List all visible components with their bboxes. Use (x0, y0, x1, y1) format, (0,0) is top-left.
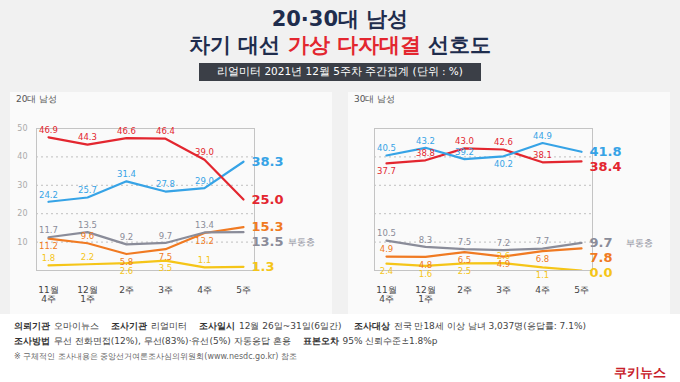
svg-text:4.9: 4.9 (497, 259, 511, 269)
svg-text:24.2: 24.2 (39, 189, 58, 199)
svg-text:7.5: 7.5 (458, 237, 472, 247)
svg-text:2주: 2주 (457, 285, 472, 295)
svg-text:7.8: 7.8 (590, 250, 613, 265)
svg-text:11.2: 11.2 (39, 241, 58, 251)
svg-text:12월1주: 12월1주 (77, 285, 97, 304)
svg-text:46.9: 46.9 (39, 125, 58, 135)
svg-text:39.0: 39.0 (195, 147, 214, 157)
svg-text:3주: 3주 (496, 285, 511, 295)
svg-text:1.6: 1.6 (419, 269, 433, 279)
svg-text:9.2: 9.2 (120, 232, 134, 242)
svg-text:13.5: 13.5 (252, 234, 284, 249)
svg-text:2.6: 2.6 (496, 250, 511, 261)
svg-text:7.5: 7.5 (159, 252, 173, 262)
svg-text:13.5: 13.5 (78, 220, 97, 230)
svg-text:5주: 5주 (574, 285, 589, 295)
svg-text:40.2: 40.2 (494, 159, 513, 169)
svg-text:1.3: 1.3 (252, 259, 275, 274)
html-text:20·30대 남성: 20·30대 남성 (271, 7, 409, 31)
html-text:의뢰기관: 의뢰기관 (14, 321, 50, 331)
svg-text:4.9: 4.9 (380, 244, 394, 254)
html-text:차기 대선가상 다자대결선호도: 차기 대선가상 다자대결선호도 (188, 33, 492, 57)
svg-text:43.2: 43.2 (416, 136, 435, 146)
svg-text:11.7: 11.7 (39, 225, 58, 235)
svg-text:13.2: 13.2 (195, 236, 214, 246)
svg-text:10.5: 10.5 (377, 228, 396, 238)
svg-text:40: 40 (17, 152, 27, 161)
html-text:조사방법: 조사방법 (14, 336, 50, 346)
svg-text:37.7: 37.7 (377, 166, 396, 176)
svg-text:43.0: 43.0 (455, 136, 474, 146)
svg-text:11월4주: 11월4주 (38, 285, 58, 304)
svg-text:9.6: 9.6 (81, 231, 95, 241)
html-text:리얼미터 2021년 12월 5주차 주간집계 (단위 :: 리얼미터 2021년 12월 5주차 주간집계 (단위 : %) (217, 65, 463, 77)
svg-text:46.4: 46.4 (156, 126, 175, 136)
svg-text:30: 30 (17, 181, 27, 190)
svg-text:2.2: 2.2 (81, 252, 95, 262)
svg-text:2.4: 2.4 (380, 266, 394, 276)
svg-text:부동층: 부동층 (288, 237, 315, 247)
svg-text:31.4: 31.4 (117, 169, 136, 179)
svg-text:1.1: 1.1 (198, 255, 212, 265)
svg-text:6.8: 6.8 (536, 254, 550, 264)
svg-text:7.7: 7.7 (536, 236, 550, 246)
svg-text:42.6: 42.6 (494, 137, 513, 147)
svg-text:25.0: 25.0 (252, 192, 284, 207)
svg-text:2.6: 2.6 (120, 266, 134, 276)
svg-text:11월4주: 11월4주 (376, 285, 396, 304)
svg-text:38.3: 38.3 (252, 154, 284, 169)
svg-text:5.8: 5.8 (120, 257, 134, 267)
svg-text:3.5: 3.5 (159, 263, 173, 273)
svg-text:4주: 4주 (535, 285, 550, 295)
svg-text:8.3: 8.3 (419, 235, 433, 245)
html-text:30대 남성: 30대 남성 (354, 94, 396, 104)
html-text:표본오차 95% 신뢰수준±1.8%p: 표본오차 95% 신뢰수준±1.8%p (302, 336, 438, 346)
svg-text:44.9: 44.9 (533, 131, 552, 141)
html-text:오마이뉴스: 오마이뉴스 (54, 321, 99, 331)
svg-text:9.7: 9.7 (159, 231, 173, 241)
svg-text:3주: 3주 (158, 285, 173, 295)
svg-text:50: 50 (17, 124, 27, 133)
svg-text:41.8: 41.8 (590, 144, 622, 159)
svg-text:4주: 4주 (197, 285, 212, 295)
svg-text:15.3: 15.3 (252, 219, 284, 234)
svg-text:6.5: 6.5 (458, 255, 472, 265)
html-text:12월 26일~31일(6일간): 12월 26일~31일(6일간) (239, 321, 342, 331)
svg-text:1.1: 1.1 (536, 270, 550, 280)
svg-text:46.6: 46.6 (117, 126, 136, 136)
html-text:20대 남성: 20대 남성 (16, 94, 58, 104)
svg-text:39.2: 39.2 (455, 147, 474, 157)
svg-text:12월1주: 12월1주 (415, 285, 435, 304)
html-text:조사대상 전국 만18세 이상 남녀 3,037명(응답률:: 조사대상 전국 만18세 이상 남녀 3,037명(응답률: 7.1%) (353, 321, 586, 331)
svg-text:44.3: 44.3 (78, 132, 97, 142)
svg-text:10: 10 (17, 238, 27, 247)
svg-text:9.7: 9.7 (590, 235, 613, 250)
svg-text:40.5: 40.5 (377, 143, 396, 153)
svg-text:0.0: 0.0 (590, 265, 613, 280)
svg-text:부동층: 부동층 (626, 238, 653, 248)
html-text:※ 구체적인 조사내용은 중앙선거여론조사심의위원회(www: ※ 구체적인 조사내용은 중앙선거여론조사심의위원회(www.nesdc.go.… (14, 352, 297, 361)
svg-text:25.7: 25.7 (78, 185, 97, 195)
html-text:조사기관: 조사기관 (111, 321, 147, 331)
svg-text:4.8: 4.8 (419, 260, 433, 270)
svg-text:2.5: 2.5 (458, 266, 472, 276)
html-text:리얼미터: 리얼미터 (151, 321, 187, 331)
svg-text:38.1: 38.1 (533, 150, 552, 160)
svg-text:29.0: 29.0 (195, 176, 214, 186)
html-text:쿠키뉴스: 쿠키뉴스 (614, 365, 666, 380)
svg-text:5주: 5주 (236, 285, 251, 295)
svg-text:27.8: 27.8 (156, 179, 175, 189)
svg-text:38.4: 38.4 (590, 159, 622, 174)
svg-text:38.8: 38.8 (416, 148, 435, 158)
svg-text:7.2: 7.2 (497, 238, 511, 248)
svg-text:1.8: 1.8 (42, 253, 56, 263)
html-text:무선 전화면접(12%), 무선(83%)·유선(5%) 자: 무선 전화면접(12%), 무선(83%)·유선(5%) 자동응답 혼용 (54, 336, 291, 346)
html-text:조사일시: 조사일시 (199, 321, 235, 331)
svg-text:20: 20 (17, 209, 27, 218)
svg-text:13.4: 13.4 (195, 220, 214, 230)
svg-text:2주: 2주 (119, 285, 134, 295)
